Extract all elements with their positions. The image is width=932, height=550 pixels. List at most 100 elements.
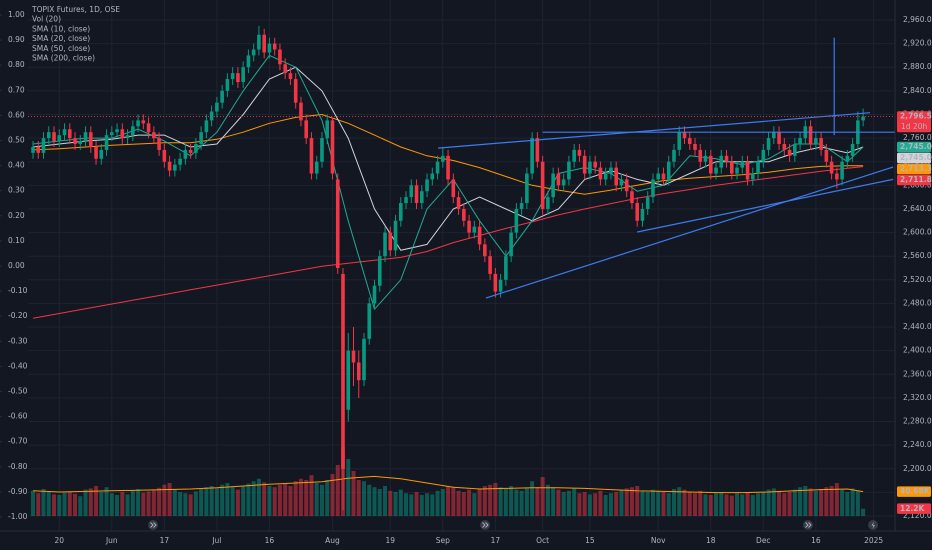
candle-body: [572, 149, 576, 162]
volume-bar: [230, 487, 235, 516]
y-tick-label: 2,520.0: [903, 275, 932, 284]
candle-body: [183, 149, 188, 159]
volume-bar: [209, 486, 214, 516]
price-label-box: [897, 111, 931, 133]
candle-body: [167, 161, 172, 171]
volume-bar: [566, 490, 571, 516]
volume-bar: [456, 490, 461, 516]
y-tick-label: 2,120.0: [903, 511, 932, 520]
candle-body: [782, 144, 787, 150]
candle-body: [31, 146, 35, 153]
candle-body: [477, 226, 482, 245]
volume-bar: [687, 492, 692, 516]
candle-body: [136, 120, 140, 127]
volume-bar: [183, 493, 188, 516]
candle-body: [383, 232, 387, 257]
volume-bar: [509, 486, 514, 516]
y-tick-label: 2,760.0: [903, 133, 932, 142]
candle-body: [204, 120, 209, 133]
volume-bar: [446, 486, 451, 516]
volume-bar: [52, 494, 57, 516]
candle-body: [57, 135, 62, 142]
candle-body: [62, 129, 67, 136]
candle-body: [341, 273, 345, 469]
volume-bar: [561, 492, 566, 516]
volume-bar: [141, 492, 146, 516]
candle-body: [498, 279, 503, 292]
x-tick-label: 15: [585, 536, 595, 545]
volume-bar: [782, 493, 787, 516]
y-tick-label: 2,480.0: [903, 298, 932, 307]
candle-body: [714, 167, 718, 174]
candle-body: [194, 144, 198, 153]
candle-body: [766, 138, 771, 150]
x-tick-label: Jun: [105, 536, 118, 545]
volume-bar: [850, 488, 855, 516]
volume-bar: [251, 481, 256, 516]
volume-bar: [708, 495, 713, 516]
volume-bar: [656, 490, 661, 516]
candle-body: [131, 126, 135, 136]
volume-bar: [136, 489, 141, 516]
candle-body: [719, 155, 724, 168]
volume-bar: [840, 489, 845, 516]
volume-bar: [419, 495, 424, 516]
legend-entry: SMA (10, close): [32, 24, 90, 33]
candle-body: [398, 203, 403, 221]
candle-body: [504, 256, 508, 280]
candle-body: [330, 120, 335, 174]
volume-bar: [593, 493, 598, 516]
volume-bar: [31, 490, 35, 516]
volume-bar: [792, 489, 797, 516]
candle-body: [525, 173, 529, 204]
volume-bar: [220, 484, 225, 516]
volume-bar: [41, 489, 46, 516]
candle-body: [173, 164, 177, 171]
candle-body: [656, 173, 661, 180]
volume-bar: [671, 489, 676, 516]
event-icon-glyph: [482, 522, 489, 528]
candle-body: [588, 161, 592, 174]
candle-body: [419, 191, 424, 204]
volume-bar: [288, 486, 293, 516]
y2-tick-label: 0.70: [8, 85, 25, 94]
x-tick-label: 16: [811, 536, 821, 545]
candle-body: [356, 362, 361, 381]
volume-bar: [472, 493, 477, 516]
event-icon-glyph: [805, 522, 812, 528]
candle-body: [393, 220, 398, 251]
candle-body: [230, 73, 235, 80]
sma-line: [32, 166, 864, 319]
volume-bar: [608, 493, 613, 516]
volume-bar: [225, 483, 230, 516]
grid-layer: [28, 0, 932, 531]
volume-bar: [729, 495, 734, 516]
x-tick-label: 19: [385, 536, 395, 545]
candle-body: [99, 149, 104, 159]
candle-body: [236, 73, 240, 82]
y2-tick-label: 0.00: [8, 261, 25, 270]
candle-body: [619, 179, 624, 186]
volume-bar: [130, 490, 135, 516]
candle-body: [535, 138, 540, 162]
candle-body: [793, 144, 797, 156]
volume-bar: [120, 492, 125, 516]
candle-body: [41, 138, 46, 153]
candle-body: [257, 34, 261, 50]
candle-body: [372, 285, 377, 304]
volume-bar: [425, 493, 430, 516]
y-tick-label: 2,920.0: [903, 39, 932, 48]
candle-body: [220, 90, 224, 103]
y2-tick-label: 0.80: [8, 60, 25, 69]
volume-bar: [325, 480, 330, 516]
candle-body: [178, 158, 182, 165]
candle-body: [309, 138, 314, 174]
candle-body: [283, 64, 287, 74]
event-icon-glyph: [150, 522, 157, 528]
candle-body: [787, 149, 792, 156]
candle-body: [561, 179, 566, 186]
x-tick-label: 2025: [864, 536, 883, 545]
candle-body: [346, 350, 351, 410]
volume-bar: [430, 494, 435, 516]
